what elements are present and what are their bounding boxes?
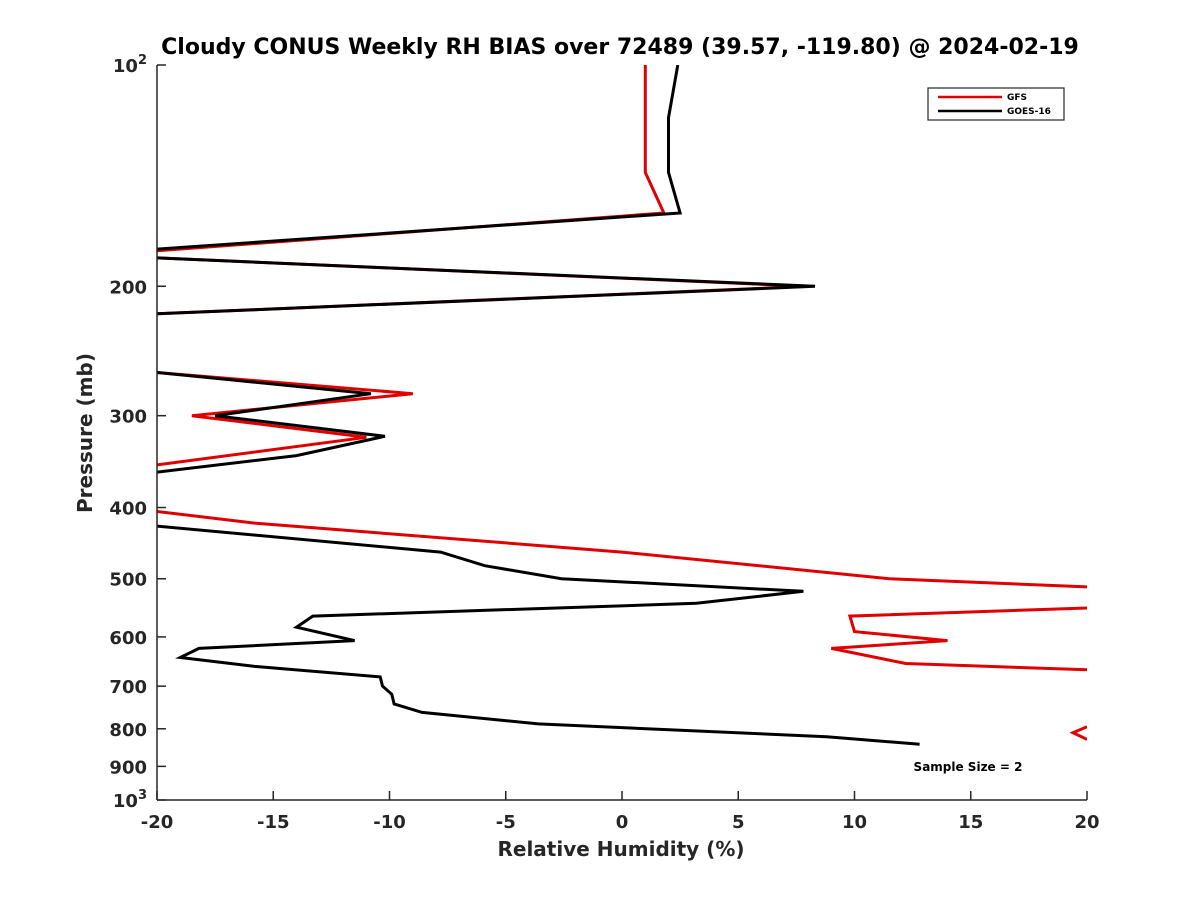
series-gfs-line-1 <box>157 65 667 253</box>
series-gfs-line-5 <box>831 606 1087 672</box>
series-goes-16-line-4 <box>157 524 920 746</box>
x-tick-label: 10 <box>842 812 867 833</box>
series-gfs-line-6 <box>1069 725 1087 741</box>
chart-title: Cloudy CONUS Weekly RH BIAS over 72489 (… <box>161 35 1079 60</box>
y-tick-label: 103 <box>113 788 147 812</box>
y-tick-label: 102 <box>113 53 147 77</box>
x-tick-label: -5 <box>496 812 516 833</box>
x-tick-label: -15 <box>257 812 290 833</box>
series-goes-16-line-1 <box>157 65 683 251</box>
y-tick-label: 800 <box>109 720 147 741</box>
x-tick-label: 15 <box>958 812 983 833</box>
series-gfs-line-4 <box>157 510 1087 589</box>
x-axis-label: Relative Humidity (%) <box>497 837 744 861</box>
y-tick-label: 900 <box>109 757 147 778</box>
series-layer <box>157 65 1087 746</box>
series-gfs-line-2 <box>157 256 809 316</box>
x-tick-label: 0 <box>616 812 629 833</box>
x-tick-label: -20 <box>141 812 174 833</box>
y-tick-label: 700 <box>109 677 147 698</box>
legend: GFS GOES-16 <box>927 87 1065 121</box>
series-goes-16-line-3 <box>157 371 386 474</box>
legend-label-goes-16: GOES-16 <box>1007 107 1051 117</box>
series-gfs-line-3 <box>157 371 413 467</box>
y-tick-label: 200 <box>109 277 147 298</box>
y-tick-label: 300 <box>109 407 147 428</box>
axes <box>156 64 1088 801</box>
tick-labels: -20 -15 -10 -5 0 5 10 15 20 102 200 300 400 500 600 700… <box>109 53 1099 833</box>
y-axis-label: Pressure (mb) <box>73 353 97 513</box>
y-tick-label: 500 <box>109 570 147 591</box>
x-tick-label: 5 <box>732 812 745 833</box>
x-tick-label: 20 <box>1074 812 1099 833</box>
legend-label-gfs: GFS <box>1007 93 1027 103</box>
x-tick-label: -10 <box>373 812 406 833</box>
series-goes-16-line-2 <box>157 256 816 316</box>
y-tick-label: 400 <box>109 499 147 520</box>
legend-box <box>927 87 1065 121</box>
sample-size-note: Sample Size = 2 <box>914 760 1023 774</box>
y-tick-label: 600 <box>109 628 147 649</box>
